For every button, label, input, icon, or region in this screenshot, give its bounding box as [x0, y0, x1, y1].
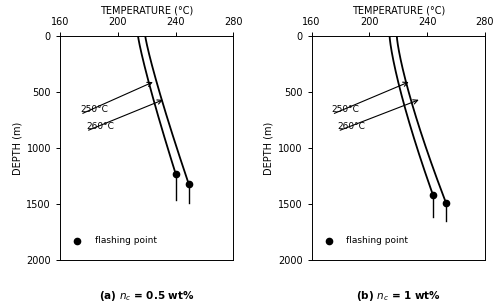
Y-axis label: DEPTH (m): DEPTH (m) [12, 121, 22, 175]
X-axis label: TEMPERATURE (°C): TEMPERATURE (°C) [100, 5, 194, 15]
X-axis label: TEMPERATURE (°C): TEMPERATURE (°C) [352, 5, 445, 15]
Text: 260°C: 260°C [86, 122, 114, 131]
Text: 250°C: 250°C [332, 105, 359, 114]
Text: 260°C: 260°C [338, 122, 365, 131]
Text: flashing point: flashing point [94, 236, 156, 245]
Text: (b) $n_c$ = 1 wt%: (b) $n_c$ = 1 wt% [356, 289, 440, 302]
Text: flashing point: flashing point [346, 236, 408, 245]
Y-axis label: DEPTH (m): DEPTH (m) [264, 121, 274, 175]
Text: (a) $n_c$ = 0.5 wt%: (a) $n_c$ = 0.5 wt% [99, 289, 194, 302]
Text: 250°C: 250°C [80, 105, 108, 114]
